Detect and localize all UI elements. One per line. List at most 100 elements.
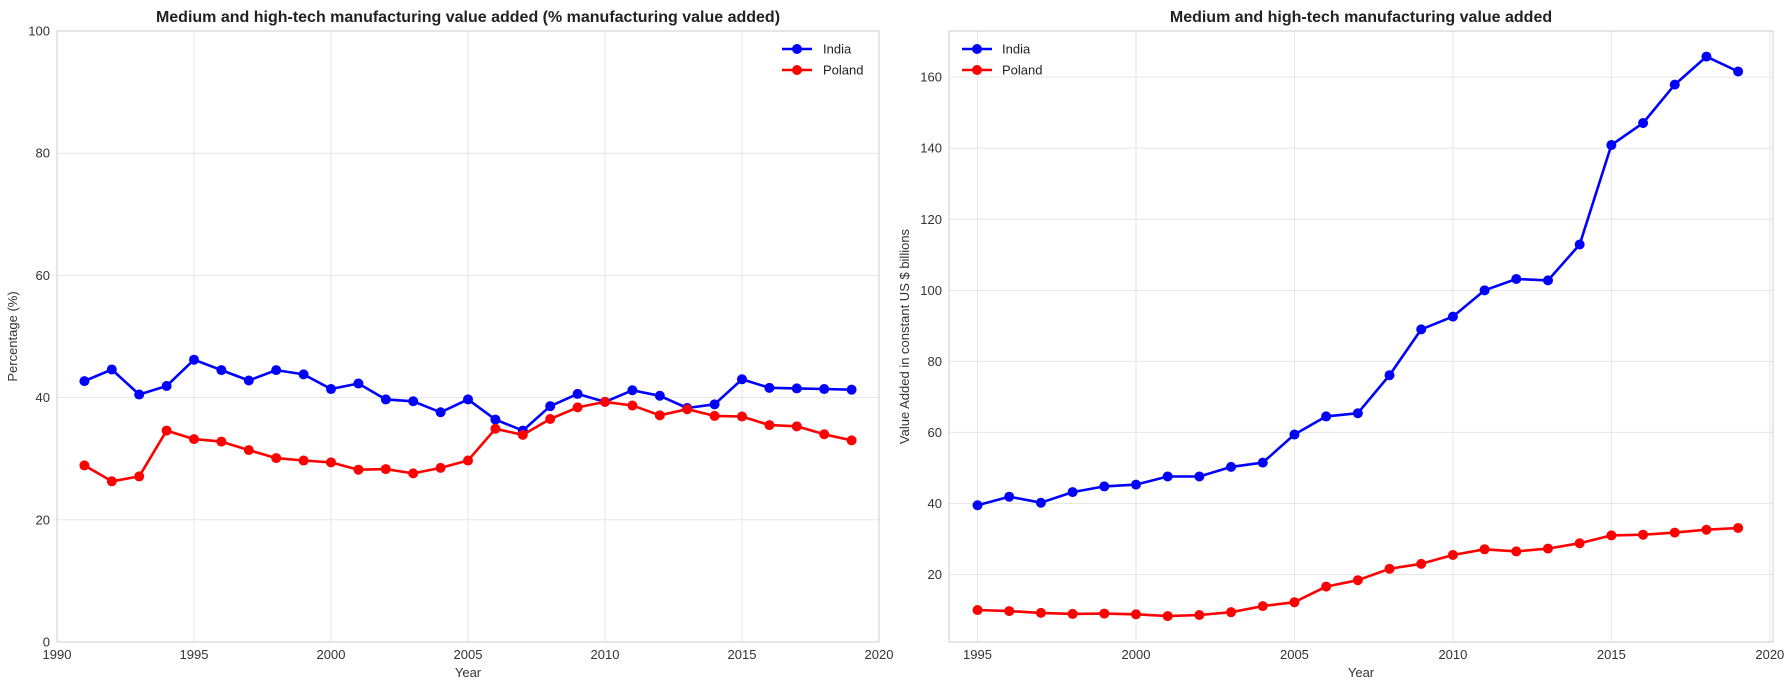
y-tick-label: 80 — [928, 354, 942, 369]
data-point-india — [435, 407, 446, 418]
legend: India Poland — [782, 42, 863, 78]
data-point-india — [271, 365, 282, 376]
data-point-india — [1352, 408, 1363, 419]
data-point-india — [1701, 51, 1712, 62]
data-point-india — [1321, 411, 1332, 422]
x-tick-label: 2020 — [1755, 647, 1784, 662]
chart-panel-2: 1995 2000 2005 2010 2015 20202040608010012014… — [897, 9, 1784, 680]
data-point-poland — [1638, 529, 1649, 540]
data-point-poland — [1606, 530, 1617, 541]
data-point-poland — [380, 464, 391, 475]
data-point-poland — [353, 464, 364, 475]
y-tick-label: 60 — [36, 268, 50, 283]
data-point-poland — [1511, 546, 1522, 557]
data-point-poland — [490, 423, 501, 434]
legend: India Poland — [962, 42, 1042, 78]
chart-title: Medium and high-tech manufacturing value… — [1170, 9, 1552, 26]
legend-marker-india — [972, 44, 982, 54]
data-point-india — [1226, 461, 1237, 472]
data-point-poland — [627, 400, 638, 411]
data-point-poland — [1004, 606, 1015, 617]
y-tick-label: 100 — [920, 283, 942, 298]
data-point-poland — [1035, 607, 1046, 618]
x-tick-label: 2015 — [1597, 647, 1626, 662]
plot-frame — [948, 30, 1774, 643]
data-point-poland — [216, 436, 227, 447]
data-point-india — [1035, 497, 1046, 508]
data-point-india — [1257, 457, 1268, 468]
data-point-india — [654, 390, 665, 401]
data-point-poland — [1669, 527, 1680, 538]
data-point-poland — [243, 445, 254, 456]
legend-label-india: India — [823, 42, 852, 57]
data-point-india — [1289, 429, 1300, 440]
y-tick-label: 20 — [36, 512, 50, 527]
data-point-india — [572, 388, 583, 399]
y-tick-label: 60 — [928, 425, 942, 440]
data-point-india — [463, 394, 473, 405]
x-tick-label: 2020 — [865, 647, 894, 662]
data-point-india — [353, 378, 364, 389]
data-point-india — [846, 384, 857, 395]
y-axis-label: Percentage (%) — [5, 291, 20, 381]
data-point-poland — [1321, 581, 1332, 592]
data-point-poland — [189, 434, 199, 445]
data-point-poland — [545, 413, 556, 424]
data-point-india — [243, 375, 254, 386]
series-line-poland — [977, 526, 1739, 618]
data-point-poland — [1289, 597, 1300, 608]
data-point-poland — [161, 425, 172, 436]
y-tick-label: 20 — [928, 567, 942, 582]
legend-label-poland: Poland — [1002, 63, 1042, 78]
data-point-india — [972, 500, 983, 511]
x-axis-label: Year — [1348, 665, 1375, 680]
data-point-poland — [1099, 608, 1110, 619]
data-point-poland — [271, 453, 282, 464]
data-point-india — [819, 384, 830, 395]
data-point-poland — [134, 471, 145, 482]
data-point-india — [1638, 118, 1649, 129]
data-point-poland — [764, 420, 775, 431]
data-point-india — [490, 414, 501, 425]
data-point-poland — [682, 404, 693, 415]
data-point-poland — [1257, 601, 1268, 612]
data-point-poland — [1733, 522, 1744, 533]
data-point-india — [161, 380, 172, 391]
data-point-poland — [1574, 538, 1585, 549]
data-point-poland — [326, 457, 336, 468]
data-point-poland — [517, 429, 528, 440]
data-point-india — [1542, 275, 1553, 286]
data-point-poland — [1542, 543, 1553, 554]
data-point-poland — [1701, 524, 1712, 535]
x-tick-label: 2010 — [1438, 647, 1467, 662]
x-tick-label: 2005 — [1280, 647, 1309, 662]
data-point-poland — [1162, 611, 1173, 622]
y-tick-label: 100 — [28, 24, 50, 39]
legend-label-india: India — [1002, 42, 1031, 57]
chart-panel-1: 1990 1995 2000 2005 2010 2015 2020 0 20 40 60 80 100… — [5, 9, 893, 680]
data-point-india — [1099, 481, 1110, 492]
data-point-india — [1669, 79, 1680, 90]
data-point-india — [627, 385, 638, 396]
y-tick-label: 40 — [928, 496, 942, 511]
y-tick-label: 0 — [43, 635, 50, 650]
data-point-india — [1479, 285, 1490, 296]
x-tick-label: 2010 — [591, 647, 620, 662]
data-point-poland — [709, 410, 720, 421]
data-point-india — [1130, 479, 1141, 490]
x-tick-label: 2000 — [1122, 647, 1151, 662]
data-point-india — [134, 389, 145, 400]
data-point-india — [545, 401, 556, 412]
series-india — [79, 354, 857, 436]
data-point-india — [189, 354, 199, 365]
x-tick-label: 2005 — [454, 647, 483, 662]
legend-marker-poland — [792, 65, 802, 75]
legend-marker-india — [792, 44, 802, 54]
data-point-poland — [1130, 609, 1141, 620]
data-point-india — [1447, 311, 1458, 322]
data-point-india — [1511, 273, 1522, 284]
data-point-india — [709, 399, 720, 410]
data-point-india — [1384, 370, 1395, 381]
